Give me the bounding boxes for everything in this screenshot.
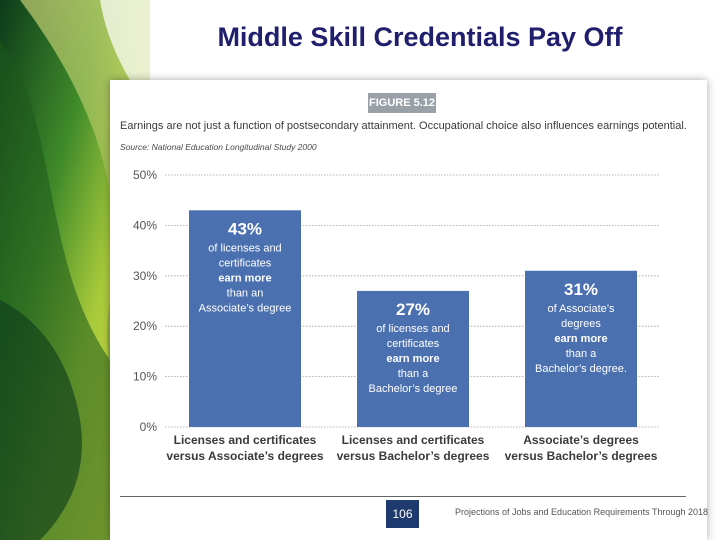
data-label-text: earn more (218, 272, 271, 284)
data-label-text: Bachelor’s degree. (535, 363, 627, 375)
page-number: 106 (386, 500, 419, 528)
footer-rule (120, 496, 686, 497)
data-label-text: than an (227, 287, 264, 299)
footer-text: Projections of Jobs and Education Requir… (455, 507, 708, 517)
bar (525, 270, 637, 427)
category-label: Associate’s degrees (523, 433, 639, 447)
data-label-text: Bachelor’s degree (369, 383, 458, 395)
data-label-text: certificates (387, 338, 440, 350)
bar (189, 210, 301, 427)
y-tick-label: 50% (133, 168, 157, 182)
y-tick-label: 0% (140, 420, 158, 434)
data-label-text: of licenses and (376, 323, 449, 335)
figure-caption: Earnings are not just a function of post… (120, 120, 687, 132)
category-label: versus Bachelor’s degrees (337, 449, 490, 463)
y-tick-label: 40% (133, 218, 157, 232)
data-label-value: 31% (564, 280, 598, 299)
category-label: Licenses and certificates (342, 433, 485, 447)
data-label-text: earn more (386, 353, 439, 365)
data-label-value: 43% (228, 219, 262, 238)
bar (357, 290, 469, 427)
y-tick-label: 10% (133, 370, 157, 384)
y-tick-label: 20% (133, 319, 157, 333)
category-label: versus Associate’s degrees (166, 449, 324, 463)
data-label-text: degrees (561, 318, 601, 330)
data-label-text: of Associate’s (547, 303, 615, 315)
data-label-text: earn more (554, 333, 607, 345)
data-label-value: 27% (396, 300, 430, 319)
category-label: versus Bachelor’s degrees (505, 449, 658, 463)
data-label-text: than a (398, 368, 429, 380)
category-label: Licenses and certificates (174, 433, 317, 447)
data-label-text: Associate’s degree (199, 302, 292, 314)
y-tick-label: 30% (133, 269, 157, 283)
data-label-text: than a (566, 348, 597, 360)
data-label-text: of licenses and (208, 242, 281, 254)
figure-label: FIGURE 5.12 (368, 93, 436, 113)
figure-source: Source: National Education Longitudinal … (120, 142, 317, 152)
slide-title: Middle Skill Credentials Pay Off (217, 22, 623, 52)
data-label-text: certificates (219, 257, 272, 269)
